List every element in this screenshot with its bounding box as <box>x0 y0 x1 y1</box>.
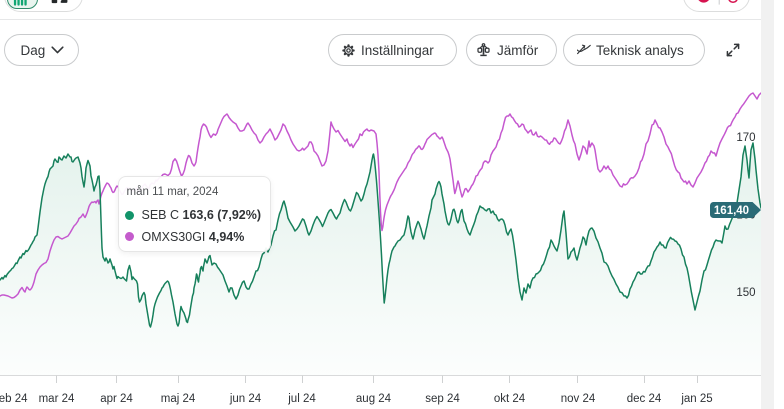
svg-text:maj 24: maj 24 <box>161 393 196 405</box>
svg-text:mar 24: mar 24 <box>39 393 75 405</box>
svg-text:jun 24: jun 24 <box>229 393 262 405</box>
svg-text:okt 24: okt 24 <box>494 393 526 405</box>
svg-text:apr 24: apr 24 <box>100 393 133 405</box>
svg-text:jul 24: jul 24 <box>287 393 316 405</box>
svg-text:170: 170 <box>736 132 755 144</box>
svg-text:nov 24: nov 24 <box>561 393 596 405</box>
svg-text:161,40: 161,40 <box>714 205 749 217</box>
svg-text:feb 24: feb 24 <box>0 393 28 405</box>
svg-text:sep 24: sep 24 <box>425 393 460 405</box>
svg-text:jan 25: jan 25 <box>680 393 712 405</box>
svg-text:150: 150 <box>736 287 755 299</box>
svg-text:dec 24: dec 24 <box>627 393 662 405</box>
svg-text:aug 24: aug 24 <box>356 393 392 405</box>
